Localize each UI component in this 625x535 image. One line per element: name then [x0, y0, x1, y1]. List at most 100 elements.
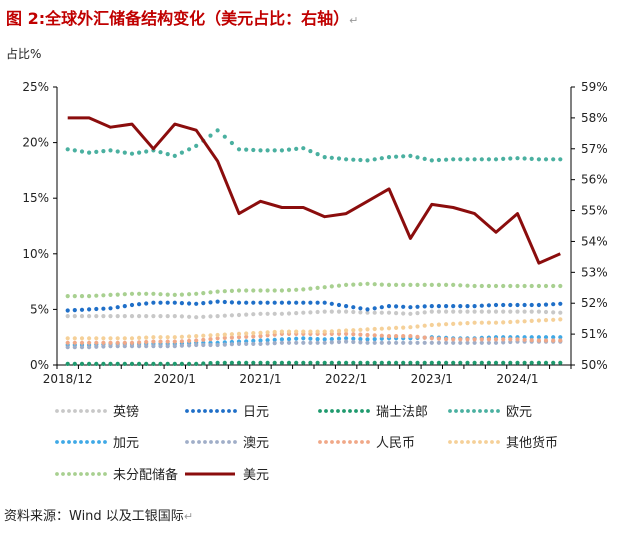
line-dot	[465, 360, 470, 365]
line-dot	[94, 344, 99, 349]
line-dot	[72, 314, 77, 319]
data-point	[279, 311, 284, 316]
data-point	[172, 344, 177, 349]
data-point	[194, 291, 199, 296]
legend-label: 欧元	[506, 405, 532, 420]
line-dot	[122, 344, 127, 349]
line-dot	[72, 345, 77, 350]
legend-swatch-dot	[324, 440, 328, 444]
line-dot	[115, 344, 120, 349]
legend-swatch-dot	[85, 472, 89, 476]
line-dot	[415, 340, 420, 345]
line-dot	[529, 283, 534, 289]
line-dot	[137, 291, 142, 296]
data-point	[279, 148, 284, 153]
line-dot	[187, 338, 192, 343]
line-dot	[329, 337, 334, 342]
data-point	[365, 340, 370, 345]
data-point	[365, 337, 370, 342]
legend-swatch-dot	[324, 409, 328, 413]
legend-label: 英镑	[113, 404, 139, 420]
data-point	[322, 360, 327, 365]
line-dot	[458, 340, 463, 345]
y-tick-label-left: 0%	[30, 358, 49, 372]
data-point	[344, 157, 349, 162]
data-point	[258, 341, 263, 346]
y-tick-label-left: 10%	[22, 247, 49, 261]
line-dot	[508, 319, 513, 325]
line-dot	[308, 300, 313, 305]
data-point	[515, 360, 520, 365]
series-美元	[67, 116, 561, 265]
data-point	[429, 336, 434, 341]
data-point	[87, 294, 92, 299]
data-point	[386, 310, 392, 315]
line-dot	[101, 306, 106, 311]
legend-swatch-dot	[318, 440, 322, 444]
line-dot	[187, 301, 192, 306]
line-dot	[315, 340, 320, 345]
legend-swatch-dot	[103, 440, 107, 444]
line-dot	[158, 292, 163, 297]
line-dot	[179, 361, 184, 366]
line-dot	[144, 344, 149, 349]
line-dot	[79, 336, 85, 341]
data-point	[408, 325, 413, 330]
line-dot	[522, 302, 527, 308]
line-dot	[222, 299, 227, 305]
data-point	[515, 156, 520, 161]
line-dot	[286, 311, 292, 316]
line-dot	[208, 361, 213, 366]
line-dot	[444, 360, 449, 365]
legend-swatch-dot	[67, 440, 71, 444]
data-point	[451, 337, 456, 342]
data-point	[65, 361, 70, 366]
line-dot	[265, 300, 270, 305]
line-dot	[422, 360, 427, 365]
line-dot	[479, 337, 484, 342]
line-dot	[294, 287, 299, 292]
line-dot	[479, 157, 484, 162]
line-dot	[358, 327, 363, 332]
line-dot	[101, 361, 106, 366]
line-dot	[465, 309, 470, 314]
line-dot	[522, 283, 527, 289]
data-point	[536, 283, 542, 289]
line-dot	[444, 340, 449, 345]
line-dot	[244, 288, 249, 293]
y-tick-label-right: 52%	[581, 296, 608, 310]
legend-swatch-dot	[203, 440, 207, 444]
line-dot	[551, 283, 556, 289]
line-dot	[458, 283, 463, 288]
line-dot	[165, 335, 170, 340]
data-point	[451, 321, 456, 326]
line-dot	[543, 338, 549, 343]
line-dot	[372, 326, 377, 332]
line-dot	[465, 321, 470, 326]
line-dot	[508, 360, 513, 365]
line-dot	[336, 309, 342, 314]
legend-swatch-dot	[91, 472, 95, 476]
line-dot	[244, 147, 249, 152]
data-point	[344, 360, 349, 365]
line-dot	[144, 335, 149, 340]
line-dot	[201, 361, 206, 366]
legend-label: 加元	[113, 436, 139, 451]
line-dot	[543, 309, 549, 315]
line-dot	[208, 333, 213, 338]
data-point	[365, 310, 370, 315]
line-dot	[508, 337, 513, 342]
legend-swatch-dot	[330, 440, 334, 444]
legend-swatch-dot	[354, 409, 358, 413]
line-dot	[351, 305, 356, 310]
data-point	[386, 334, 392, 339]
data-point	[258, 334, 263, 339]
data-point	[558, 338, 563, 343]
chart-series	[65, 116, 563, 366]
line-dot	[394, 304, 399, 309]
line-dot	[379, 360, 384, 365]
line-dot	[222, 134, 227, 139]
line-dot	[465, 304, 470, 309]
data-point	[558, 360, 563, 365]
